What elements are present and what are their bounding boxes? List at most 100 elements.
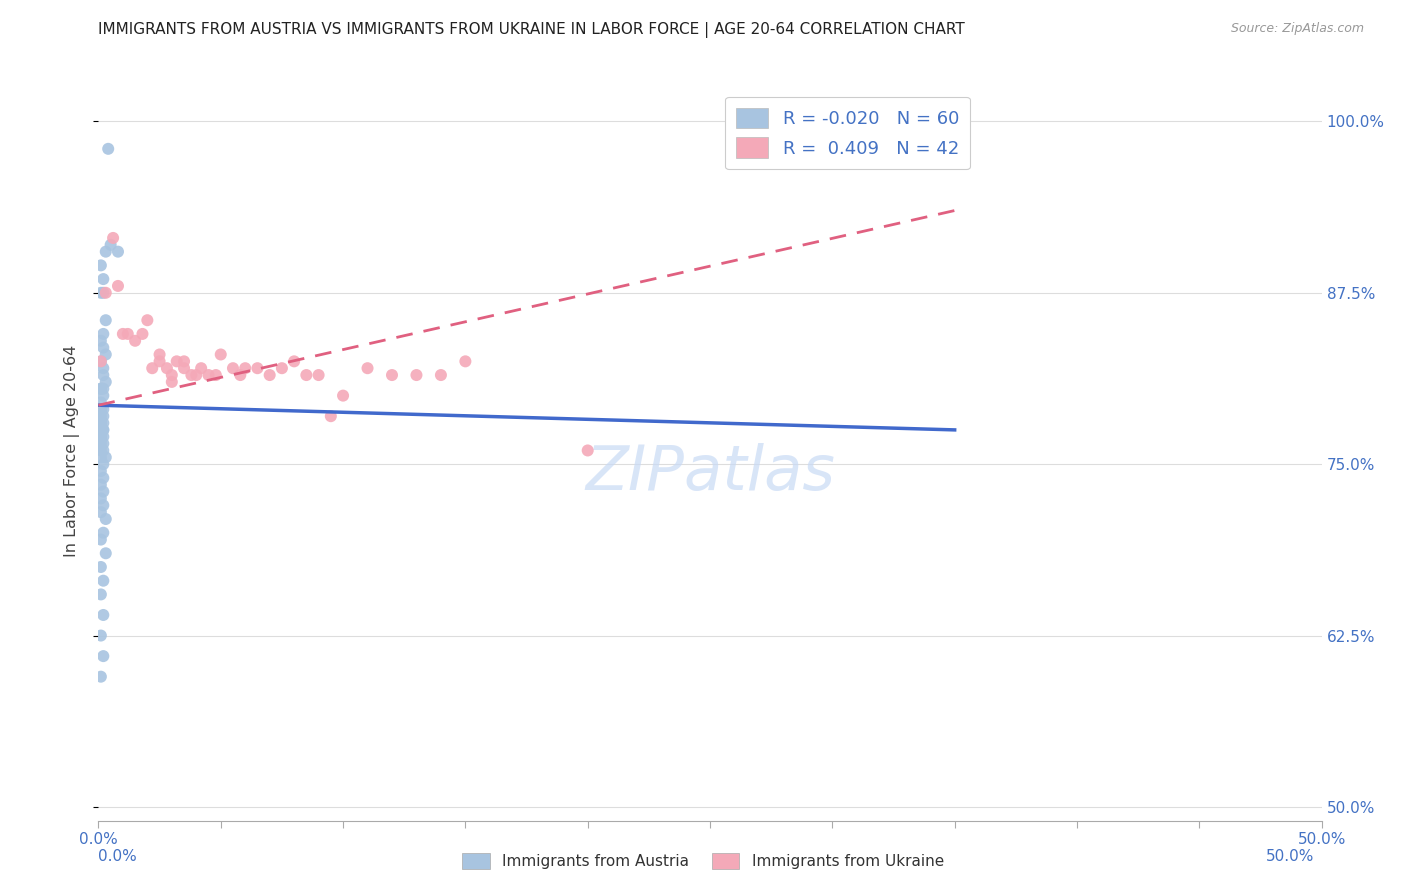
Point xyxy=(91,649,114,664)
Point xyxy=(90,443,112,458)
Point xyxy=(90,430,112,444)
Point xyxy=(233,361,256,376)
Y-axis label: In Labor Force | Age 20-64: In Labor Force | Age 20-64 xyxy=(63,344,80,557)
Point xyxy=(90,354,112,368)
Point xyxy=(259,368,281,382)
Point xyxy=(197,368,219,382)
Point xyxy=(186,368,208,382)
Point xyxy=(180,368,202,382)
Point xyxy=(131,326,153,341)
Point xyxy=(91,607,114,622)
Point xyxy=(90,587,112,601)
Point xyxy=(94,285,117,300)
Point xyxy=(90,464,112,478)
Point xyxy=(91,416,114,430)
Point xyxy=(101,231,124,245)
Point xyxy=(160,375,183,389)
Point xyxy=(97,142,120,156)
Point xyxy=(91,484,114,499)
Point xyxy=(190,361,212,376)
Point xyxy=(91,423,114,437)
Point xyxy=(229,368,252,382)
Point xyxy=(136,313,159,327)
Point xyxy=(90,402,112,417)
Point xyxy=(772,114,794,128)
Point xyxy=(91,326,114,341)
Point xyxy=(173,354,195,368)
Point xyxy=(173,361,195,376)
Point xyxy=(91,423,114,437)
Point xyxy=(90,423,112,437)
Text: IMMIGRANTS FROM AUSTRIA VS IMMIGRANTS FROM UKRAINE IN LABOR FORCE | AGE 20-64 CO: IMMIGRANTS FROM AUSTRIA VS IMMIGRANTS FR… xyxy=(98,22,965,38)
Point xyxy=(209,347,232,361)
Point xyxy=(222,361,245,376)
Point xyxy=(91,498,114,512)
Point xyxy=(90,382,112,396)
Point xyxy=(91,409,114,424)
Point xyxy=(166,354,188,368)
Point xyxy=(107,279,129,293)
Point xyxy=(90,436,112,450)
Text: 0.0%: 0.0% xyxy=(98,849,138,864)
Point xyxy=(90,259,112,273)
Point xyxy=(90,409,112,424)
Point xyxy=(94,244,117,259)
Point xyxy=(454,354,477,368)
Point xyxy=(94,347,117,361)
Point xyxy=(332,389,354,403)
Point xyxy=(90,450,112,465)
Point xyxy=(91,368,114,382)
Point xyxy=(156,361,179,376)
Legend: R = -0.020   N = 60, R =  0.409   N = 42: R = -0.020 N = 60, R = 0.409 N = 42 xyxy=(725,96,970,169)
Point xyxy=(91,471,114,485)
Point xyxy=(90,382,112,396)
Point xyxy=(117,326,139,341)
Text: 50.0%: 50.0% xyxy=(1267,849,1315,864)
Point xyxy=(90,491,112,506)
Point xyxy=(576,443,599,458)
Point xyxy=(381,368,404,382)
Point xyxy=(90,670,112,684)
Point xyxy=(91,525,114,540)
Point xyxy=(91,443,114,458)
Point xyxy=(91,389,114,403)
Point xyxy=(246,361,269,376)
Point xyxy=(90,416,112,430)
Point xyxy=(149,354,172,368)
Point xyxy=(90,533,112,547)
Point xyxy=(91,285,114,300)
Point xyxy=(94,512,117,526)
Point xyxy=(90,430,112,444)
Point xyxy=(94,313,117,327)
Point xyxy=(160,368,183,382)
Point xyxy=(90,505,112,519)
Point xyxy=(91,341,114,355)
Point xyxy=(205,368,228,382)
Point xyxy=(91,361,114,376)
Legend: Immigrants from Austria, Immigrants from Ukraine: Immigrants from Austria, Immigrants from… xyxy=(456,847,950,875)
Point xyxy=(91,402,114,417)
Point xyxy=(90,354,112,368)
Point xyxy=(270,361,294,376)
Point xyxy=(91,574,114,588)
Point xyxy=(141,361,163,376)
Point xyxy=(319,409,342,424)
Point xyxy=(90,477,112,491)
Point xyxy=(90,560,112,574)
Point xyxy=(91,436,114,450)
Point xyxy=(124,334,146,348)
Point xyxy=(283,354,305,368)
Point xyxy=(90,629,112,643)
Point xyxy=(107,244,129,259)
Point xyxy=(94,450,117,465)
Point xyxy=(91,430,114,444)
Point xyxy=(295,368,318,382)
Point xyxy=(100,237,122,252)
Point xyxy=(91,272,114,286)
Text: Source: ZipAtlas.com: Source: ZipAtlas.com xyxy=(1230,22,1364,36)
Point xyxy=(91,457,114,471)
Point xyxy=(94,546,117,560)
Point xyxy=(94,375,117,389)
Point xyxy=(405,368,427,382)
Point xyxy=(90,416,112,430)
